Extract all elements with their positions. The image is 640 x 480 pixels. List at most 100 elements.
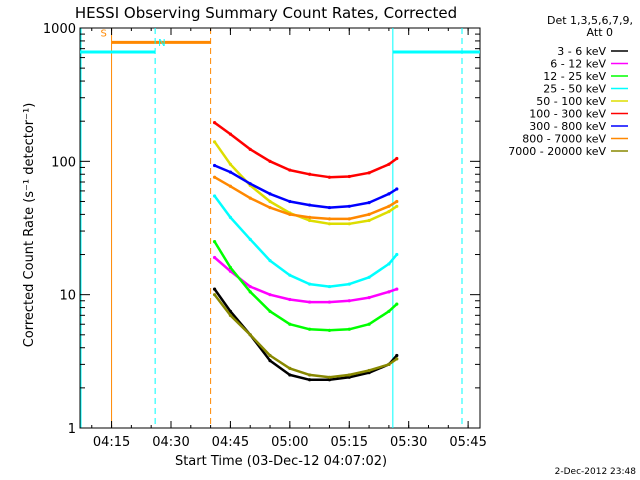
series-point (288, 373, 292, 377)
legend-label: 25 - 50 keV (543, 83, 606, 96)
series-line-4 (213, 141, 398, 226)
series-point (367, 368, 371, 373)
series-point (268, 353, 272, 358)
series-point (308, 327, 312, 331)
series-point (268, 259, 272, 263)
series-point (212, 194, 217, 198)
series-point (367, 201, 371, 205)
series-line-8 (213, 293, 398, 379)
x-tick-label: 04:15 (93, 435, 130, 450)
series-point (288, 297, 292, 302)
series-point (212, 175, 217, 179)
series-point (367, 275, 371, 279)
series-point (268, 359, 272, 363)
y-tick-label: 100 (51, 155, 76, 170)
series-point (308, 172, 312, 176)
series-point (288, 212, 292, 216)
series-point (347, 375, 351, 379)
series-point (347, 327, 351, 331)
series-point (347, 282, 351, 286)
series-point (248, 284, 252, 289)
series-point (268, 293, 272, 297)
series-point (367, 296, 371, 300)
series-point (248, 333, 252, 337)
series-point (347, 373, 351, 377)
series-point (347, 222, 351, 226)
series-point (228, 309, 233, 313)
legend-label: 100 - 300 keV (529, 108, 606, 121)
series-point (347, 204, 351, 208)
series-point (395, 302, 399, 306)
timestamp-label: 2-Dec-2012 23:48 (555, 467, 637, 477)
series-point (387, 309, 391, 313)
x-axis: 04:15 04:30 04:45 05:00 05:15 05:30 05:45 (91, 28, 487, 450)
legend-label: 50 - 100 keV (536, 95, 606, 108)
series-point (395, 353, 399, 358)
series-point (308, 300, 312, 304)
series-point (347, 217, 351, 221)
series-point (395, 156, 399, 161)
plot-frame (79, 27, 481, 429)
series-point (248, 182, 252, 186)
series-point (327, 217, 332, 221)
legend-label: 300 - 800 keV (529, 120, 606, 133)
series-point (395, 357, 399, 361)
series-line-3 (213, 195, 398, 288)
series-point (308, 203, 312, 207)
x-tick-label: 05:00 (271, 435, 308, 450)
series-point (212, 140, 217, 144)
series-point (268, 309, 272, 313)
series-point (288, 168, 292, 172)
legend-label: 7000 - 20000 keV (508, 145, 606, 158)
legend-header-line-2: Att 0 (587, 26, 613, 39)
series-point (387, 290, 391, 294)
series-point (327, 175, 332, 179)
series-point (288, 199, 292, 204)
x-tick-label: 05:45 (449, 435, 486, 450)
series-line-2 (213, 240, 398, 332)
series-point (228, 215, 233, 219)
series-point (228, 162, 233, 166)
series-point (212, 121, 217, 125)
series-point (288, 322, 292, 326)
series-point (268, 205, 272, 210)
series-point (367, 171, 371, 175)
marker-label-saa: S (101, 28, 107, 39)
y-tick-label: 1000 (43, 22, 76, 37)
x-tick-label: 05:15 (331, 435, 368, 450)
x-tick-label: 05:30 (390, 435, 427, 450)
x-tick-label: 04:45 (212, 435, 249, 450)
series-point (395, 204, 399, 208)
series-point (228, 313, 233, 317)
series-point (228, 132, 233, 136)
series-point (347, 174, 351, 179)
series-point (327, 328, 332, 332)
observing-markers: SN (80, 28, 480, 428)
series-point (308, 218, 312, 223)
series-point (387, 204, 391, 208)
series-point (327, 300, 332, 304)
series-point (387, 209, 391, 214)
y-axis-label: Corrected Count Rate (s⁻¹ detector⁻¹) (22, 103, 37, 348)
legend-label: 800 - 7000 keV (522, 133, 606, 146)
series-line-7 (213, 176, 398, 221)
series-point (288, 273, 292, 277)
series-point (308, 215, 312, 219)
y-tick-label: 10 (59, 289, 76, 304)
series-point (212, 163, 217, 168)
legend-label: 12 - 25 keV (543, 70, 606, 83)
series-point (212, 287, 217, 291)
series-point (248, 237, 252, 241)
series-point (228, 265, 233, 270)
series-point (367, 322, 371, 326)
series-point (395, 287, 399, 291)
series-point (367, 218, 371, 223)
series-point (268, 192, 272, 196)
series-point (327, 375, 332, 379)
series-point (387, 162, 391, 166)
series-point (268, 159, 272, 163)
series-point (327, 222, 332, 226)
legend-header-line-1: Det 1,3,5,6,7,9, (547, 14, 633, 27)
